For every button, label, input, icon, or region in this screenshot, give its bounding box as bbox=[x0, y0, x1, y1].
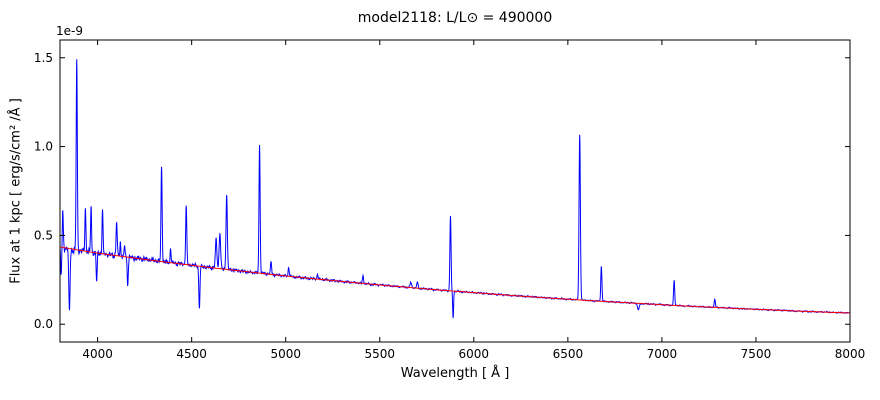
x-tick-label: 5500 bbox=[364, 347, 395, 361]
y-tick-label: 1.5 bbox=[34, 51, 53, 65]
x-tick-label: 5000 bbox=[270, 347, 301, 361]
x-tick-label: 6500 bbox=[553, 347, 584, 361]
axes-frame bbox=[59, 39, 851, 343]
x-tick-label: 6000 bbox=[459, 347, 490, 361]
y-tick-label: 1.0 bbox=[34, 140, 53, 154]
chart-title: model2118: L/L⊙ = 490000 bbox=[357, 10, 553, 26]
y-tick-label: 0.0 bbox=[34, 317, 53, 331]
x-tick-label: 8000 bbox=[835, 347, 866, 361]
y-axis-offset-label: 1e-9 bbox=[56, 24, 83, 38]
spectrum-line bbox=[59, 59, 851, 319]
x-tick-label: 7500 bbox=[741, 347, 772, 361]
y-tick-label: 0.5 bbox=[34, 228, 53, 242]
x-tick-label: 4000 bbox=[82, 347, 113, 361]
x-tick-label: 4500 bbox=[176, 347, 207, 361]
continuum-line bbox=[59, 246, 851, 314]
x-tick-label: 7000 bbox=[647, 347, 678, 361]
x-axis-label: Wavelength [ Å ] bbox=[400, 366, 510, 381]
